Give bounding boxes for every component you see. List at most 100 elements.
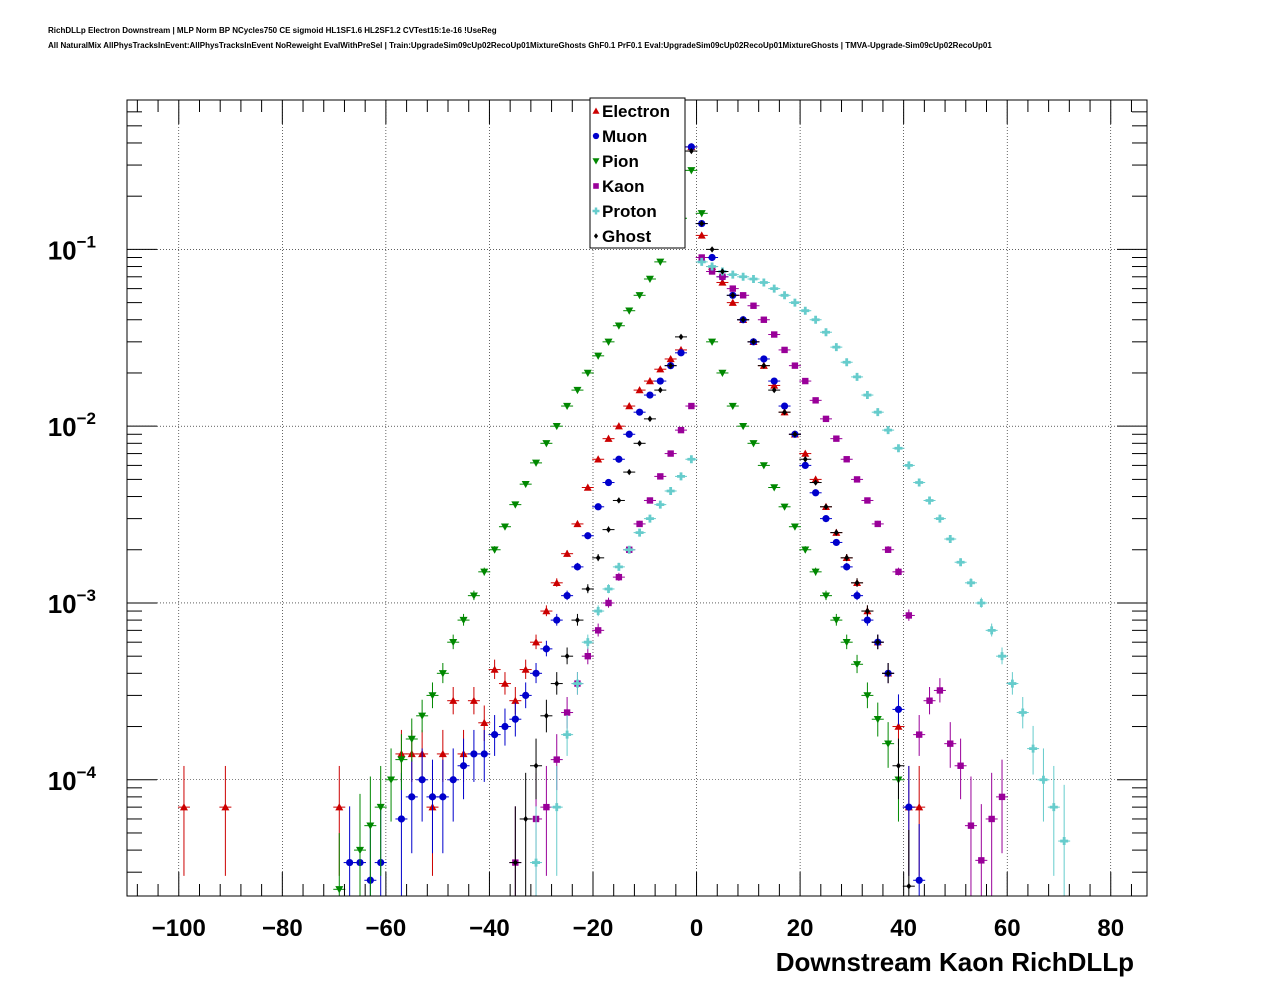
x-tick-label: −40 <box>469 915 510 942</box>
data-point <box>667 450 674 457</box>
data-point <box>637 440 642 447</box>
data-point <box>583 638 592 647</box>
data-point <box>532 638 541 646</box>
data-point <box>977 598 986 607</box>
x-tick-label: 0 <box>690 915 703 942</box>
data-point <box>543 803 550 811</box>
data-point <box>563 709 571 716</box>
legend-box <box>589 97 686 249</box>
data-point <box>728 298 737 306</box>
data-point <box>542 607 551 615</box>
data-point <box>656 258 665 266</box>
data-point <box>966 578 975 587</box>
data-point <box>376 803 385 812</box>
series-kaon <box>509 254 1009 896</box>
x-tick-label: 40 <box>890 915 917 942</box>
data-point <box>594 352 603 360</box>
data-point <box>626 468 632 476</box>
data-point <box>697 231 706 239</box>
data-point <box>697 257 706 266</box>
data-point <box>885 670 891 677</box>
data-point <box>853 476 861 483</box>
data-point <box>750 302 757 309</box>
data-point <box>811 315 820 324</box>
data-point <box>873 408 882 417</box>
data-point <box>761 362 767 369</box>
data-point <box>1018 708 1027 717</box>
data-point <box>606 526 611 533</box>
data-point <box>615 455 623 463</box>
data-point <box>718 369 727 377</box>
data-point <box>719 273 726 280</box>
data-point <box>894 444 903 453</box>
data-point <box>957 762 964 769</box>
x-tick-label: −100 <box>152 915 206 942</box>
legend-label-proton: Proton <box>602 202 657 221</box>
data-point <box>780 503 789 511</box>
data-point <box>708 338 717 346</box>
data-point <box>459 762 468 770</box>
data-point <box>915 478 924 487</box>
data-point <box>781 346 788 354</box>
legend-marker-pion <box>592 158 600 165</box>
data-point <box>884 426 893 435</box>
data-point <box>811 568 820 576</box>
data-point <box>792 431 798 438</box>
data-point <box>749 440 758 448</box>
data-point <box>687 455 696 464</box>
data-point <box>802 377 809 385</box>
data-point <box>584 532 592 540</box>
data-point <box>511 715 519 723</box>
legend-label-pion: Pion <box>602 152 639 171</box>
data-point <box>595 554 601 562</box>
data-point <box>583 369 592 377</box>
data-point <box>387 776 396 784</box>
data-point <box>543 712 549 720</box>
data-point <box>428 793 437 801</box>
legend-marker-ghost <box>593 233 599 239</box>
data-point <box>842 358 851 367</box>
data-point <box>915 876 923 884</box>
data-point <box>770 381 779 389</box>
data-point <box>844 554 850 562</box>
data-point <box>645 377 654 385</box>
data-point <box>853 661 862 669</box>
data-point <box>739 422 748 431</box>
data-point <box>832 343 841 352</box>
data-point <box>563 730 572 739</box>
data-point <box>956 558 965 567</box>
data-point <box>906 882 912 890</box>
data-point <box>604 478 613 487</box>
data-point <box>449 776 457 784</box>
data-point <box>782 408 787 416</box>
data-point <box>874 520 881 528</box>
legend: Electron Muon Pion Kaon Proton Ghost <box>589 97 686 249</box>
data-point <box>500 679 509 687</box>
data-point <box>179 803 188 811</box>
data-point <box>790 523 799 531</box>
data-point <box>677 426 685 434</box>
data-point <box>636 520 643 528</box>
series-proton <box>530 257 1071 896</box>
data-point <box>853 592 861 600</box>
data-point <box>605 599 612 607</box>
data-point <box>573 563 582 571</box>
data-point <box>615 573 623 581</box>
data-point <box>418 712 427 720</box>
x-tick-label: −80 <box>262 915 303 942</box>
data-point <box>656 365 665 373</box>
data-point <box>801 306 810 315</box>
data-point <box>978 857 985 864</box>
data-point <box>585 585 591 593</box>
data-point <box>366 822 375 830</box>
data-point <box>801 546 810 554</box>
chart-title-line-2: All NaturalMix AllPhysTracksInEvent:AllP… <box>48 41 992 50</box>
series-electron <box>177 142 926 876</box>
data-point <box>666 354 675 363</box>
legend-marker-kaon <box>593 183 599 189</box>
data-point <box>335 803 344 811</box>
data-point <box>459 616 468 625</box>
data-point <box>708 262 717 271</box>
y-tick-label: 10−1 <box>48 232 96 265</box>
legend-label-kaon: Kaon <box>602 177 645 196</box>
